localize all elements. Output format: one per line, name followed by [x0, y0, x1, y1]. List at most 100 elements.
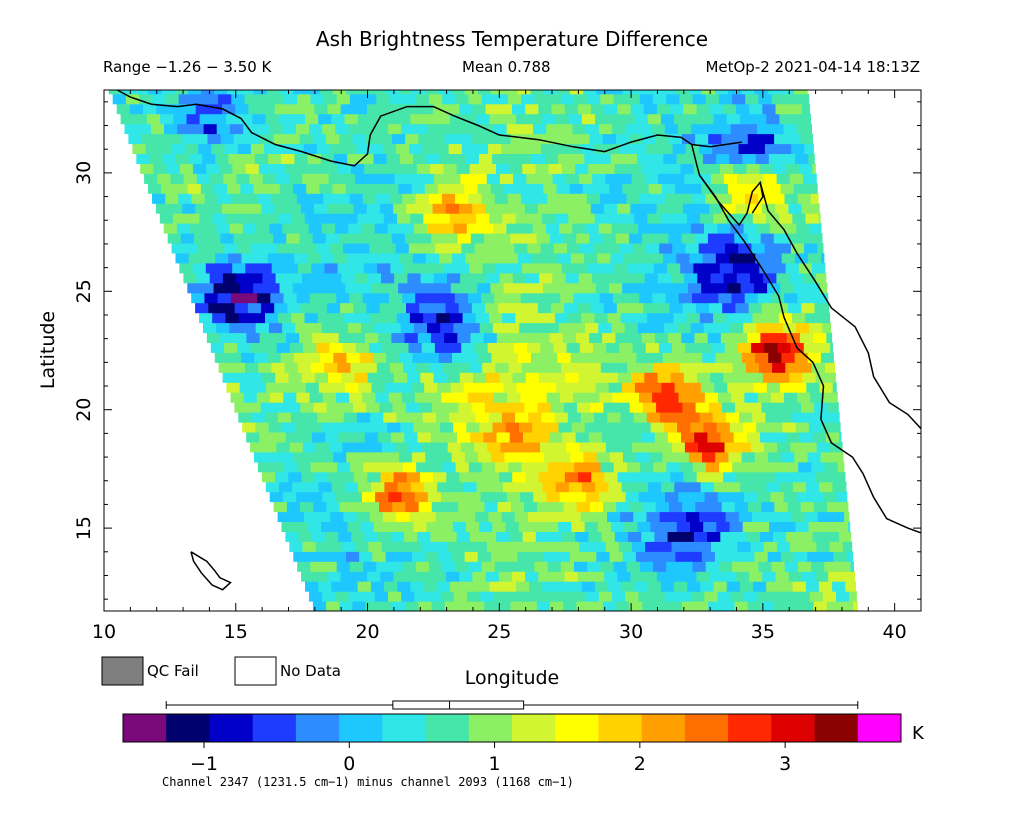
heatmap-cell — [436, 581, 451, 592]
heatmap-cell — [703, 422, 718, 433]
heatmap-cell — [676, 521, 691, 532]
heatmap-cell — [522, 531, 537, 542]
heatmap-cell — [650, 422, 665, 433]
heatmap-cell — [618, 272, 632, 284]
heatmap-cell — [432, 402, 446, 413]
heatmap-cell — [780, 282, 795, 294]
heatmap-cell — [482, 262, 497, 274]
heatmap-cell — [422, 511, 437, 522]
heatmap-cell — [817, 511, 832, 522]
heatmap-cell — [462, 412, 477, 423]
heatmap-cell — [593, 243, 608, 254]
heatmap-cell — [319, 183, 334, 194]
heatmap-cell — [673, 412, 687, 423]
heatmap-cell — [744, 392, 759, 403]
heatmap-cell — [553, 342, 568, 353]
no-data-swatch — [234, 656, 277, 686]
heatmap-cell — [714, 183, 729, 194]
heatmap-cell — [395, 441, 409, 453]
heatmap-cell — [282, 322, 296, 334]
heatmap-cell — [606, 342, 620, 353]
heatmap-cell — [265, 312, 279, 324]
heatmap-cell — [805, 213, 820, 224]
heatmap-cell — [538, 471, 553, 483]
heatmap-cell — [480, 223, 494, 234]
heatmap-cell — [602, 332, 616, 343]
heatmap-cell — [648, 382, 662, 393]
colorbar-tick-label: 1 — [489, 753, 501, 775]
heatmap-cell — [707, 432, 722, 443]
heatmap-cell — [707, 233, 722, 244]
heatmap-cell — [564, 103, 579, 115]
heatmap-cell — [325, 432, 339, 443]
heatmap-cell — [706, 362, 721, 373]
heatmap-cell — [444, 133, 459, 145]
heatmap-cell — [529, 282, 544, 294]
heatmap-cell — [307, 521, 322, 532]
heatmap-cell — [801, 402, 815, 413]
heatmap-cell — [783, 223, 797, 234]
heatmap-cell — [430, 332, 445, 343]
heatmap-cell — [819, 481, 833, 493]
heatmap-cell — [471, 501, 486, 513]
heatmap-cell — [636, 352, 651, 363]
heatmap-cell — [762, 471, 777, 483]
heatmap-cell — [255, 422, 270, 433]
heatmap-cell — [650, 521, 665, 532]
heatmap-cell — [247, 402, 262, 413]
heatmap-cell — [762, 203, 776, 214]
heatmap-cell — [552, 372, 566, 383]
heatmap-cell — [245, 362, 259, 373]
heatmap-cell — [313, 302, 328, 314]
heatmap-cell — [541, 511, 555, 522]
heatmap-cell — [326, 501, 341, 513]
heatmap-cell — [425, 551, 439, 562]
heatmap-cell — [695, 501, 710, 513]
heatmap-cell — [386, 521, 401, 532]
heatmap-cell — [545, 322, 560, 334]
heatmap-cell — [483, 233, 498, 244]
heatmap-cell — [834, 521, 849, 532]
heatmap-cell — [306, 90, 321, 95]
heatmap-cell — [598, 123, 613, 135]
colorbar-ticks: −1 0 1 2 3 — [190, 742, 791, 775]
heatmap-cell — [208, 103, 223, 115]
heatmap-cell — [203, 223, 218, 234]
heatmap-cell — [359, 451, 374, 463]
heatmap-cell — [743, 422, 757, 433]
heatmap-cell — [731, 392, 745, 403]
heatmap-cell — [482, 163, 497, 174]
heatmap-cell — [788, 203, 803, 214]
heatmap-cell — [253, 90, 268, 95]
heatmap-cell — [631, 372, 645, 383]
heatmap-cell — [353, 402, 367, 413]
heatmap-cell — [589, 233, 604, 244]
heatmap-cell — [583, 352, 598, 363]
heatmap-cell — [590, 302, 605, 314]
heatmap-cell — [444, 233, 459, 244]
heatmap-cell — [445, 402, 459, 413]
heatmap-cell — [759, 262, 774, 274]
heatmap-cell — [692, 561, 707, 572]
heatmap-cell — [827, 302, 830, 314]
heatmap-cell — [662, 90, 677, 95]
heatmap-cell — [635, 551, 650, 562]
heatmap-cell — [559, 591, 574, 602]
heatmap-cell — [658, 342, 673, 353]
heatmap-cell — [307, 352, 321, 363]
heatmap-cell — [305, 581, 319, 592]
heatmap-cell — [824, 561, 839, 572]
heatmap-cell — [292, 481, 306, 493]
heatmap-cell — [610, 521, 625, 532]
heatmap-cell — [417, 432, 432, 443]
heatmap-cell — [530, 183, 544, 194]
heatmap-cell — [846, 551, 854, 562]
heatmap-cell — [450, 382, 465, 393]
heatmap-cell — [528, 213, 543, 224]
heatmap-cell — [492, 422, 507, 433]
heatmap-cell — [721, 133, 736, 145]
heatmap-cell — [676, 153, 691, 164]
heatmap-cell — [654, 332, 669, 343]
heatmap-cell — [270, 292, 285, 304]
heatmap-cell — [410, 581, 425, 592]
